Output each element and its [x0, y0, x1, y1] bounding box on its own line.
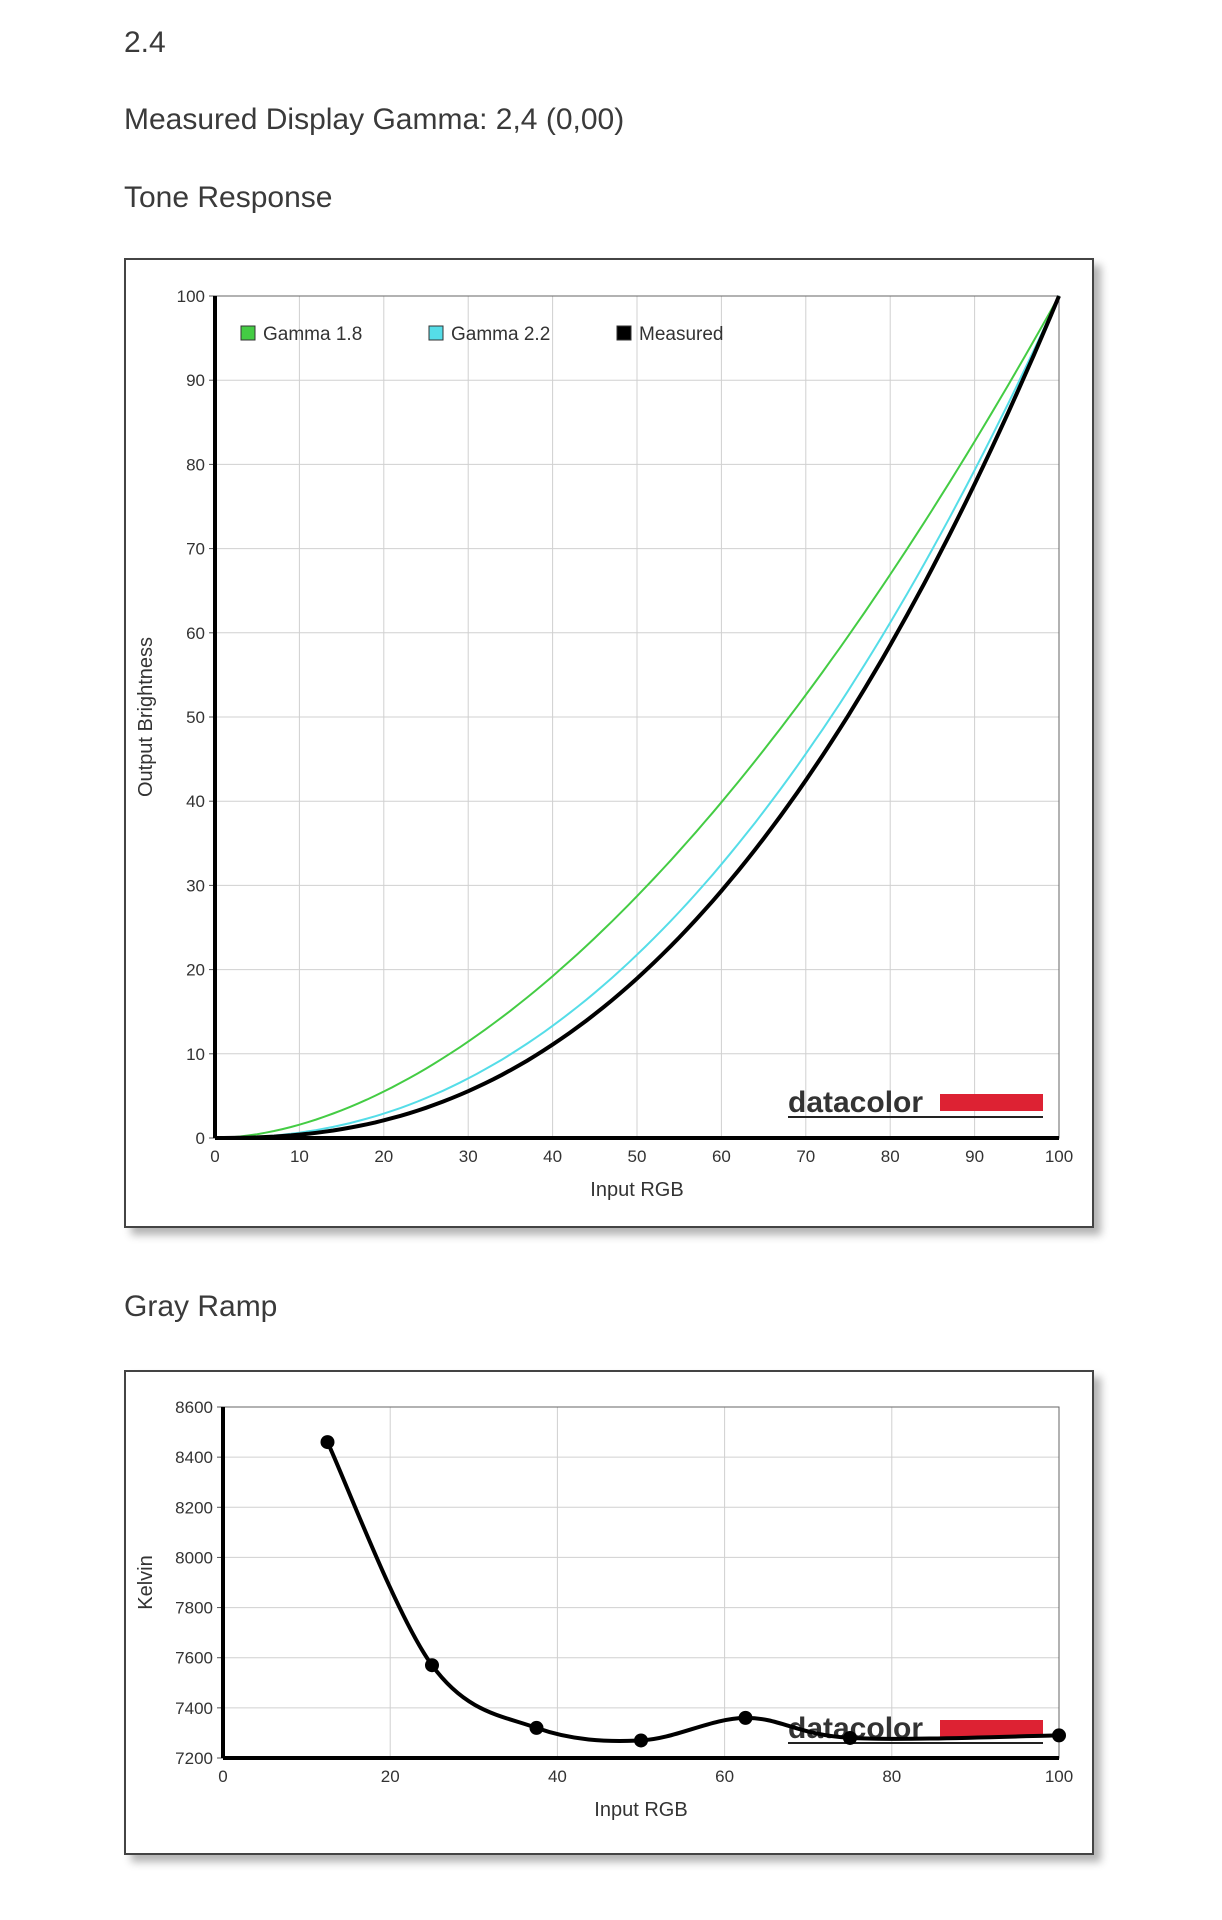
y-tick-label: 8400 [175, 1448, 213, 1467]
data-point [1052, 1728, 1066, 1743]
data-point [738, 1710, 753, 1725]
tone-response-title: Tone Response [124, 181, 333, 214]
data-point [843, 1730, 857, 1745]
x-tick-label: 60 [715, 1767, 734, 1786]
x-tick-label: 20 [374, 1147, 393, 1166]
y-axis-label: Kelvin [135, 1555, 157, 1609]
y-tick-label: 80 [186, 455, 205, 474]
series-line-1 [214, 295, 1060, 1139]
y-tick-label: 70 [186, 540, 205, 559]
y-tick-label: 8000 [175, 1548, 213, 1567]
x-tick-label: 40 [543, 1147, 562, 1166]
y-tick-label: 30 [186, 876, 205, 895]
gray-ramp-chart-panel: 0 20 40 60 80 100 7200 7400 7600 7800 8000 8200 8400… [124, 1370, 1094, 1855]
legend-label: Measured [639, 324, 724, 345]
y-tick-label: 7400 [175, 1699, 213, 1718]
y-tick-label: 7800 [175, 1599, 213, 1618]
grid [222, 1406, 1060, 1759]
x-tick-label: 0 [218, 1767, 227, 1786]
y-tick-label: 0 [196, 1129, 205, 1148]
x-tick-label: 80 [881, 1147, 900, 1166]
legend-swatch [240, 325, 256, 341]
x-tick-label: 70 [796, 1147, 815, 1166]
legend: Gamma 1.8 Gamma 2.2 Measured [240, 324, 724, 345]
y-tick-label: 7200 [175, 1749, 213, 1768]
gray-ramp-chart: 0 20 40 60 80 100 7200 7400 7600 7800 8000 8200 8400… [135, 1398, 1073, 1821]
x-tick-label: 40 [548, 1767, 567, 1786]
x-tick-label: 80 [882, 1767, 901, 1786]
y-tick-label: 100 [177, 287, 205, 306]
series-line-3 [215, 295, 1061, 1140]
datacolor-logo-bar [940, 1720, 1043, 1737]
measured-gamma-text: Measured Display Gamma: 2,4 (0,00) [124, 103, 625, 136]
data-point [425, 1658, 439, 1673]
data-point [529, 1720, 544, 1735]
x-tick-label: 20 [381, 1767, 400, 1786]
y-tick-label: 60 [186, 624, 205, 643]
datacolor-logo-text: datacolor [788, 1086, 923, 1119]
y-tick-label: 8600 [175, 1398, 213, 1417]
y-tick-label: 8200 [175, 1498, 213, 1517]
x-axis-label: Input RGB [594, 1799, 687, 1821]
y-axis-label: Output Brightness [135, 637, 157, 797]
y-tick-label: 40 [186, 792, 205, 811]
x-tick-label: 100 [1045, 1767, 1073, 1786]
legend-label: Gamma 1.8 [263, 324, 362, 345]
data-point [320, 1435, 335, 1450]
data-point [634, 1733, 648, 1748]
legend-swatch [428, 325, 444, 341]
y-tick-label: 90 [186, 371, 205, 390]
y-tick-label: 10 [186, 1045, 205, 1064]
tone-response-chart: 0 10 20 30 40 50 60 70 80 90 100 0 10 20 30 40 50 60 70 80 9… [135, 287, 1073, 1201]
x-tick-label: 30 [459, 1147, 478, 1166]
datacolor-logo-bar [940, 1094, 1043, 1111]
series-line [325, 1441, 1060, 1743]
x-tick-label: 60 [712, 1147, 731, 1166]
grid [214, 295, 1060, 1139]
x-tick-label: 0 [210, 1147, 219, 1166]
x-tick-label: 10 [290, 1147, 309, 1166]
legend-label: Gamma 2.2 [451, 324, 550, 345]
gamma-label: 2.4 [124, 26, 166, 59]
tone-response-chart-panel: 0 10 20 30 40 50 60 70 80 90 100 0 10 20 30 40 50 60 70 80 9… [124, 258, 1094, 1228]
x-tick-label: 50 [628, 1147, 647, 1166]
gray-ramp-title: Gray Ramp [124, 1290, 278, 1323]
y-tick-label: 50 [186, 708, 205, 727]
legend-swatch [616, 325, 632, 341]
series-line-2 [215, 295, 1060, 1139]
plot-frame [222, 1406, 1060, 1759]
x-tick-label: 90 [965, 1147, 984, 1166]
y-tick-label: 7600 [175, 1649, 213, 1668]
datacolor-logo: datacolor [788, 1086, 1043, 1119]
x-axis-label: Input RGB [590, 1179, 683, 1201]
y-tick-label: 20 [186, 961, 205, 980]
x-tick-label: 100 [1045, 1147, 1073, 1166]
